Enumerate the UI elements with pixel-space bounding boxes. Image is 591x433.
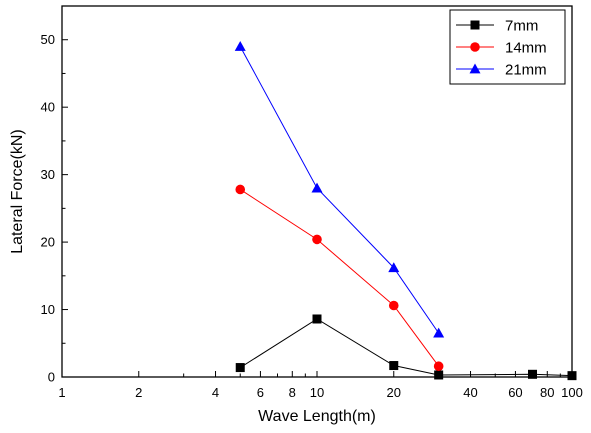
data-point: [235, 363, 245, 373]
data-point: [312, 314, 322, 324]
legend-item: 14mm: [456, 40, 547, 57]
data-point: [235, 184, 246, 195]
x-tick-label: 60: [508, 385, 522, 400]
series-line: [239, 46, 440, 334]
data-point: [388, 300, 399, 311]
series-layer: [234, 40, 577, 381]
x-tick-label: 1: [58, 385, 65, 400]
legend-marker: [470, 42, 480, 52]
y-tick-label: 30: [41, 167, 55, 182]
legend: 7mm 14mm 21mm: [449, 9, 566, 85]
legend-item: 7mm: [456, 18, 538, 35]
x-tick-label: 20: [387, 385, 401, 400]
y-axis: 0 10 20 30 40 50: [41, 32, 68, 385]
series-1: [235, 184, 444, 372]
legend-marker: [470, 20, 480, 30]
y-tick-label: 50: [41, 32, 55, 47]
y-tick-label: 0: [48, 370, 55, 385]
y-tick-label: 10: [41, 302, 55, 317]
legend-label: 14mm: [505, 40, 547, 57]
x-axis: 1 2 4 6 8 10 20 40 60 80 100: [58, 371, 583, 400]
legend-item: 21mm: [456, 62, 547, 79]
data-point: [388, 262, 400, 273]
data-point: [311, 182, 323, 193]
legend-label: 21mm: [505, 62, 547, 79]
x-tick-label: 40: [463, 385, 477, 400]
data-point: [433, 327, 445, 338]
y-tick-label: 40: [41, 100, 55, 115]
series-line: [239, 189, 440, 367]
x-tick-label: 2: [135, 385, 142, 400]
x-tick-label: 8: [289, 385, 296, 400]
y-tick-label: 20: [41, 235, 55, 250]
series-line: [239, 318, 573, 377]
x-tick-label: 4: [212, 385, 219, 400]
x-tick-label: 6: [257, 385, 264, 400]
y-axis-title: Lateral Force(kN): [9, 129, 26, 253]
data-point: [312, 234, 322, 245]
x-tick-label: 10: [310, 385, 324, 400]
data-point: [234, 40, 246, 51]
data-point: [433, 361, 444, 372]
legend-label: 7mm: [505, 18, 538, 35]
x-tick-label: 80: [540, 385, 554, 400]
x-axis-title: Wave Length(m): [258, 408, 376, 425]
legend-marker: [469, 63, 481, 74]
series-2: [234, 40, 445, 338]
x-tick-label: 100: [561, 385, 583, 400]
data-point: [389, 361, 399, 371]
